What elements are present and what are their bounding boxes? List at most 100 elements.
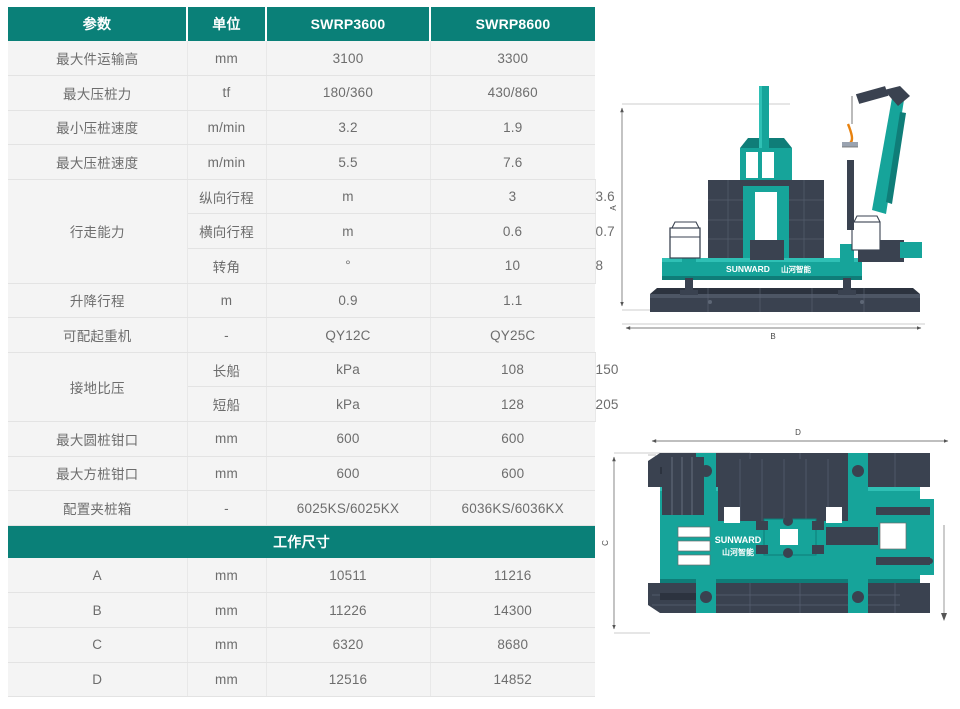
cell-unit: mm	[187, 41, 267, 77]
cell-param: 可配起重机	[8, 317, 188, 353]
dimension-label-d: D	[795, 428, 801, 437]
cell-unit: m	[187, 283, 267, 319]
table-row: 接地比压 长船 kPa 108 150	[8, 352, 618, 423]
cell-group-label: 接地比压	[8, 352, 188, 423]
counterweight-plan	[718, 459, 848, 523]
cell-swrp3600: 3	[430, 179, 596, 215]
table-row: 最大方桩钳口 mm 600 600	[8, 456, 595, 492]
cell-swrp3600: 0.9	[266, 283, 431, 319]
column-header-param: 参数	[8, 7, 188, 41]
side-elevation-figure: SUNWARD 山河智能	[600, 62, 956, 352]
cell-param: 升降行程	[8, 283, 188, 319]
brand-cn-top: 山河智能	[722, 547, 754, 557]
crane-module-plan	[826, 499, 947, 621]
cell-sub-label: 长船	[187, 352, 267, 388]
table-body: 最大件运输高 mm 3100 3300 最大压桩力 tf 180/360 430/860 最小压…	[8, 41, 618, 698]
cell-param: 最大件运输高	[8, 41, 188, 77]
section-banner-row: 工作尺寸	[8, 525, 595, 559]
table-row: 可配起重机 - QY12C QY25C	[8, 317, 595, 353]
cell-swrp8600: 430/860	[430, 75, 595, 111]
plan-dimension-arrows	[612, 439, 949, 630]
header-row: 参数 单位 SWRP3600 SWRP8600	[8, 7, 595, 41]
radiator-stack	[662, 457, 711, 566]
cell-swrp3600: 3100	[266, 41, 431, 77]
cell-unit: mm	[187, 627, 267, 663]
table-row: 最大压桩速度 m/min 5.5 7.6	[8, 144, 595, 180]
plan-view-figure: SUNWARD 山河智能	[600, 415, 956, 655]
cell-swrp8600: 600	[430, 456, 595, 492]
cell-unit: m/min	[187, 110, 267, 146]
cell-swrp3600: 600	[266, 421, 431, 457]
column-header-swrp8600: SWRP8600	[430, 7, 595, 41]
cell-swrp8600: 7.6	[430, 144, 595, 180]
cell-swrp8600: 11216	[430, 558, 595, 594]
cell-param: B	[8, 592, 188, 628]
cell-unit: mm	[187, 456, 267, 492]
operator-cab	[669, 221, 701, 259]
dimension-arrows	[620, 107, 922, 330]
table-row: 最小压桩速度 m/min 3.2 1.9	[8, 110, 595, 146]
cell-swrp8600: 14852	[430, 662, 595, 698]
cell-swrp8600: 8680	[430, 627, 595, 663]
cell-unit: kPa	[266, 386, 431, 423]
section-banner-label: 工作尺寸	[8, 525, 595, 559]
table-row: 升降行程 m 0.9 1.1	[8, 283, 595, 319]
cell-swrp3600: 5.5	[266, 144, 431, 180]
cell-swrp8600: 1.9	[430, 110, 595, 146]
cell-unit: tf	[187, 75, 267, 111]
cell-param: 配置夹桩箱	[8, 490, 188, 526]
cell-swrp3600: 10	[430, 248, 596, 284]
cell-swrp3600: 12516	[266, 662, 431, 698]
cell-sub-label: 短船	[187, 386, 267, 423]
cell-unit: m/min	[187, 144, 267, 180]
cell-swrp8600: 14300	[430, 592, 595, 628]
cell-param: 最大压桩力	[8, 75, 188, 111]
cell-unit: -	[187, 317, 267, 353]
cell-unit: mm	[187, 662, 267, 698]
table-row: 最大圆桩钳口 mm 600 600	[8, 421, 595, 457]
table-row: 横向行程 m 0.6 0.7	[8, 213, 615, 250]
table-row: 短船 kPa 128 205	[8, 386, 618, 423]
cell-param: 最大压桩速度	[8, 144, 188, 180]
cell-swrp3600: QY12C	[266, 317, 431, 353]
cell-group-label: 行走能力	[8, 179, 188, 284]
cell-param: C	[8, 627, 188, 663]
brand-latin-top: SUNWARD	[715, 535, 762, 545]
table-row: 配置夹桩箱 -6025KS/6025KX 6036KS/6036KX	[8, 490, 595, 526]
cell-param: A	[8, 558, 188, 594]
cell-swrp8600: QY25C	[430, 317, 595, 353]
table-row: 最大件运输高 mm 3100 3300	[8, 41, 595, 77]
cell-param: 最大圆桩钳口	[8, 421, 188, 457]
cell-swrp3600: 3.2	[266, 110, 431, 146]
cell-swrp8600: 1.1	[430, 283, 595, 319]
auxiliary-crane	[842, 86, 922, 262]
cell-sub-label: 纵向行程	[187, 179, 267, 215]
cell-unit: mm	[187, 592, 267, 628]
cell-sub-label: 横向行程	[187, 213, 267, 250]
brand-cn-side: 山河智能	[781, 264, 811, 274]
dimension-label-a: A	[609, 205, 618, 211]
cell-swrp3600: 600	[266, 456, 431, 492]
cell-swrp3600: 6320	[266, 627, 431, 663]
cell-unit: -	[187, 490, 267, 526]
cell-param: D	[8, 662, 188, 698]
table-row: 最大压桩力 tf 180/360 430/860	[8, 75, 595, 111]
cell-swrp8600: 3300	[430, 41, 595, 77]
cell-unit: mm	[187, 558, 267, 594]
dimension-label-b: B	[770, 332, 775, 341]
cell-swrp8600: 600	[430, 421, 595, 457]
cell-unit: kPa	[266, 352, 431, 388]
cell-swrp3600: 10511	[266, 558, 431, 594]
base-pad	[650, 288, 920, 312]
dimension-label-c: C	[601, 540, 610, 546]
cell-unit: °	[266, 248, 431, 284]
specifications-table: 参数 单位 SWRP3600 SWRP8600 最大件运输高 mm 3100 3300…	[8, 7, 618, 698]
main-beam: SUNWARD 山河智能	[662, 244, 862, 295]
cell-swrp8600: 6036KS/6036KX	[430, 490, 595, 526]
table-header: 参数 单位 SWRP3600 SWRP8600	[8, 7, 595, 41]
